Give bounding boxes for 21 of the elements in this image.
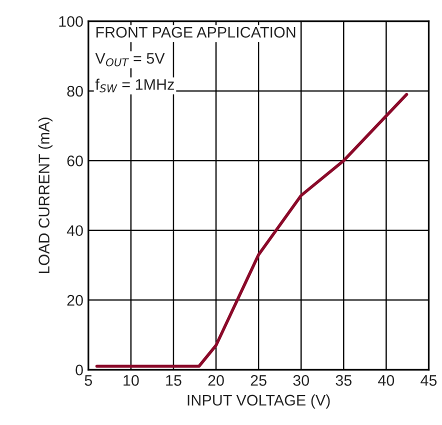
x-tick-label: 25	[250, 375, 266, 386]
line-series	[95, 92, 408, 368]
x-tick-label: 15	[166, 375, 182, 386]
y-axis-title: LOAD CURRENT (mA)	[38, 118, 52, 274]
annotation: f$_{SW}$ = 1MHz	[95, 78, 174, 92]
x-axis-title: INPUT VOLTAGE (V)	[188, 394, 330, 409]
annotation: FRONT PAGE APPLICATION	[96, 26, 296, 38]
x-tick-label: 40	[378, 375, 394, 386]
y-tick-label: 60	[67, 156, 83, 166]
y-tick-label: 100	[59, 16, 83, 27]
y-tick-label: 20	[67, 294, 83, 306]
x-tick-label: 10	[124, 375, 139, 386]
x-tick-label: 30	[293, 375, 310, 386]
x-tick-label: 35	[336, 375, 352, 386]
x-tick-label: 20	[208, 375, 224, 386]
annotation: V$_{OUT}$ = 5V	[95, 53, 165, 66]
y-tick-label: 80	[67, 86, 83, 97]
y-tick-label: 0	[76, 364, 83, 376]
y-tick-label: 40	[66, 225, 83, 236]
x-tick-label: 5	[84, 375, 92, 386]
x-tick-label: 45	[420, 375, 437, 386]
